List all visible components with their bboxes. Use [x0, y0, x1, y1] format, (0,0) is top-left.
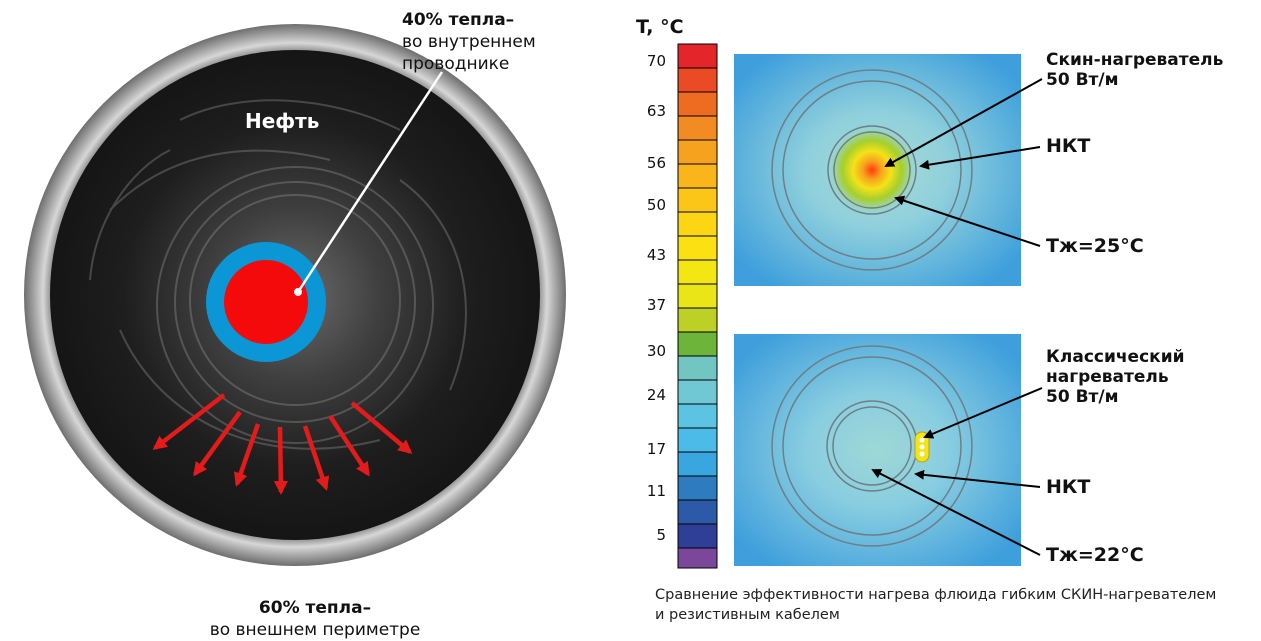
tubing-label-top: НКТ	[1046, 135, 1091, 157]
tick-label: 30	[646, 342, 666, 360]
tick-label: 24	[646, 386, 666, 404]
tick-label: 50	[646, 196, 666, 214]
oil-swirl-texture	[89, 99, 467, 450]
casing-inner-circle	[782, 80, 962, 260]
classic-heater-label: Классический нагреватель 50 Вт/м	[1046, 347, 1185, 407]
classic-heater-line1: Классический	[1046, 347, 1185, 367]
casing-circle	[771, 69, 973, 271]
heat-arrow	[152, 393, 226, 450]
pointer-line	[296, 71, 444, 293]
temperature-scale	[677, 43, 718, 569]
classic-heater-power: 50 Вт/м	[1046, 387, 1119, 407]
heat-arrow	[328, 414, 370, 477]
skin-heater-power: 50 Вт/м	[1046, 70, 1119, 90]
classic-heater-cable	[914, 431, 930, 463]
inner-heat-percent: 40% тепла–	[402, 10, 515, 30]
tubing-label-bottom: НКТ	[1046, 476, 1091, 498]
outer-heat-label: 60% тепла– во внешнем периметре	[190, 597, 440, 641]
top-simulation-panel	[734, 54, 1021, 286]
pipe-cross-section	[24, 24, 566, 566]
tick-label: 56	[646, 154, 666, 172]
arrow-fluid-bottom	[871, 469, 1041, 556]
tick-label: 11	[646, 482, 666, 500]
heat-arrow	[193, 410, 242, 477]
heat-arrows	[152, 393, 413, 495]
arrow-fluid-top	[894, 195, 1041, 247]
skin-heater-label: Скин-нагреватель 50 Вт/м	[1046, 50, 1223, 90]
heat-arrow	[302, 425, 330, 491]
casing-circle	[771, 345, 973, 547]
caption-line-1: Сравнение эффективности нагрева флюида г…	[655, 587, 1217, 603]
arrow-tubing-bottom	[914, 469, 1041, 488]
arrow-classic-heater	[923, 387, 1043, 439]
bottom-field	[734, 334, 1021, 566]
classic-heater-line2: нагреватель	[1046, 367, 1169, 387]
fluid-temp-bottom: Тж=22°C	[1046, 544, 1144, 566]
arrow-skin-heater	[884, 78, 1043, 167]
bottom-simulation-panel	[734, 334, 1021, 566]
heat-arrow	[273, 426, 288, 495]
oil-label: Нефть	[245, 109, 320, 133]
tick-label: 5	[656, 526, 666, 544]
inner-heat-label: 40% тепла– во внутреннем проводнике	[402, 9, 602, 75]
inner-heat-text: во внутреннем проводнике	[402, 32, 536, 74]
temperature-unit: T, °C	[636, 16, 684, 38]
heat-arrow	[350, 401, 413, 454]
inner-conductor	[224, 260, 308, 344]
skin-heater-name: Скин-нагреватель	[1046, 50, 1224, 70]
fluid-temp-top: Тж=25°C	[1046, 235, 1144, 257]
tick-label: 43	[646, 246, 666, 264]
tubing-inner	[833, 131, 911, 209]
casing-inner-circle	[782, 356, 962, 536]
outer-heat-text: во внешнем периметре	[209, 620, 421, 640]
tick-label: 17	[646, 440, 666, 458]
caption-line-2: и резистивным кабелем	[655, 607, 840, 623]
tubing-outer	[827, 125, 917, 215]
tick-label: 63	[646, 102, 666, 120]
tick-label: 70	[646, 52, 666, 70]
heat-arrow	[234, 423, 261, 487]
tick-label: 37	[646, 296, 666, 314]
outer-heat-percent: 60% тепла–	[258, 598, 372, 618]
skin-heater-hotspot	[830, 128, 914, 212]
arrow-tubing-top	[919, 146, 1041, 170]
tubing-inner	[832, 406, 912, 486]
figure-caption: Сравнение эффективности нагрева флюида г…	[655, 585, 1261, 625]
annotation-arrows	[871, 78, 1043, 556]
